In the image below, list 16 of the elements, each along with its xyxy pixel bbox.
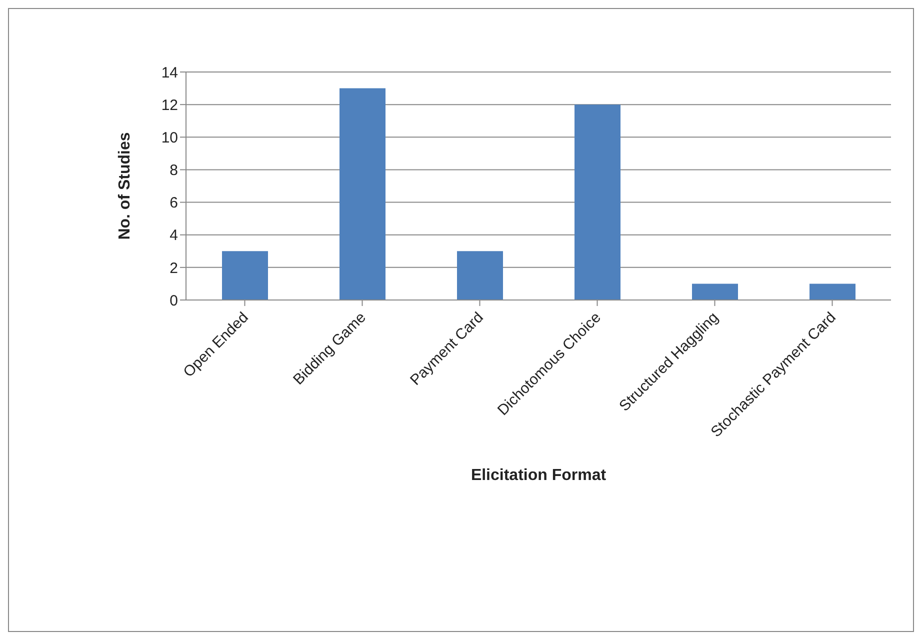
y-tick-label: 0: [170, 292, 178, 310]
bar: [574, 104, 620, 300]
y-tick-label: 8: [170, 162, 178, 180]
bar: [457, 251, 503, 300]
bar: [222, 251, 268, 300]
y-tick-label: 4: [170, 227, 178, 244]
y-tick-label: 14: [161, 64, 178, 82]
y-axis-title: No. of Studies: [116, 132, 134, 240]
bar: [810, 284, 856, 300]
bar: [692, 284, 738, 300]
y-tick-label: 6: [170, 194, 178, 212]
y-tick-label: 10: [161, 129, 178, 146]
x-axis-title: Elicitation Format: [470, 467, 607, 484]
y-tick-label: 2: [170, 260, 178, 277]
bar: [340, 88, 386, 300]
y-tick-label: 12: [161, 96, 178, 114]
